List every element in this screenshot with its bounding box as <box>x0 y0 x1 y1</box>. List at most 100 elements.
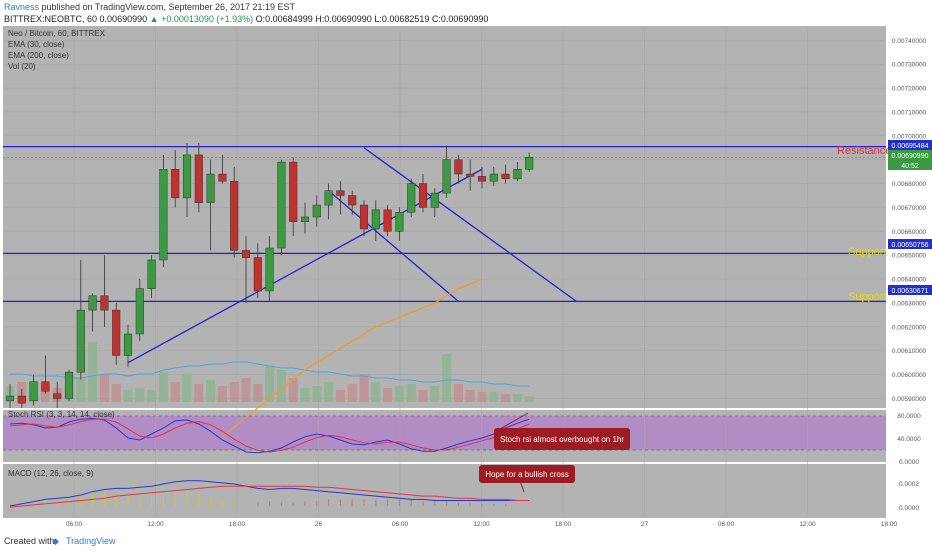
candle-body <box>277 161 286 249</box>
candle-body <box>289 161 298 223</box>
tradingview-link[interactable]: TradingView <box>66 536 116 546</box>
stoch-note: Stoch rsi almost overbought on 1hr <box>494 412 630 450</box>
candle-body <box>171 169 180 199</box>
candle-body <box>371 209 380 230</box>
macd-lines <box>9 480 530 508</box>
y-tick-label: 0.00600000 <box>892 372 927 379</box>
price-label-resistance: 0.00695484 <box>892 143 929 150</box>
volume-bar <box>501 394 511 402</box>
high-value: H:0.00690990 <box>315 14 372 24</box>
y-tick-label: 0.00670000 <box>892 205 927 212</box>
y-tick-label: 0.00710000 <box>892 109 927 116</box>
ema-lines <box>221 278 483 438</box>
y-tick-label: 0.00730000 <box>892 62 927 69</box>
candle-body <box>324 190 333 206</box>
candle-body <box>241 250 251 258</box>
candle-body <box>430 192 439 208</box>
volume-bar <box>123 390 133 402</box>
chart-stage[interactable]: 0.00740000 0.00730000 0.00720000 0.00710000… <box>0 26 932 537</box>
candle-body <box>159 169 168 261</box>
candle-body <box>418 183 428 208</box>
symbol-label: BITTREX:NEOBTC, 60 <box>4 14 98 24</box>
y-tick-label: 0.00650000 <box>892 253 927 260</box>
y-tick-label: 0.00700000 <box>892 133 927 140</box>
price-change: +0.00013090 (+1.93%) <box>161 14 254 24</box>
price-labels: 0.00695484 0.00690990 40:52 0.00650756 0… <box>888 140 932 295</box>
legend-title: Neo / Bitcoin, 60, BITTREX <box>8 29 106 38</box>
candle-body <box>88 295 97 311</box>
volume-bar <box>194 384 204 402</box>
y-tick-label: 0.00620000 <box>892 324 927 331</box>
candle-body <box>53 393 62 399</box>
volume-bar <box>442 354 452 402</box>
x-tick-label: 06:00 <box>66 521 83 528</box>
candles <box>5 142 534 408</box>
support-label-2: Support <box>848 291 887 303</box>
created-with-text: Created with <box>4 536 55 546</box>
low-value: L:0.00682519 <box>374 14 430 24</box>
candle-body <box>513 169 522 180</box>
candle-body <box>359 204 369 230</box>
volume-bar <box>394 386 404 402</box>
y-tick-label: 0.00610000 <box>892 348 927 355</box>
time-axis[interactable]: 06:00 12:00 18:00 26 06:00 12:00 18:00 27 06:00 1… <box>66 521 932 528</box>
close-value: C:0.00690990 <box>431 14 489 24</box>
legend-ema30: EMA (30, close) <box>8 40 65 49</box>
publish-line: Ravness published on TradingView.com, Se… <box>4 1 295 13</box>
x-tick-label: 27 <box>641 521 649 528</box>
candle-body <box>41 381 50 392</box>
price-label-support-2: 0.00630671 <box>892 288 929 295</box>
candle-body <box>300 216 310 223</box>
trendline <box>328 190 459 302</box>
volume-bar <box>430 386 440 402</box>
ohlc-line: BITTREX:NEOBTC, 60 0.00690990 ▲ +0.00013… <box>4 13 488 25</box>
candle-body <box>442 159 451 194</box>
candle-body <box>466 173 475 177</box>
volume-bar <box>465 390 475 402</box>
stoch-tick-label: 0.0000 <box>899 459 919 466</box>
volume-bar <box>347 384 357 402</box>
volume-bar <box>158 372 168 402</box>
volume-bar <box>324 382 334 402</box>
volume-bar <box>489 392 499 402</box>
candle-body <box>123 333 133 356</box>
y-tick-label: 0.00740000 <box>892 38 927 45</box>
candle-body <box>206 173 215 203</box>
volume-bar <box>312 386 322 402</box>
chart-svg[interactable]: 0.00740000 0.00730000 0.00720000 0.00710000… <box>0 26 932 532</box>
author-link[interactable]: Ravness <box>4 2 40 12</box>
price-axis[interactable]: 0.00740000 0.00730000 0.00720000 0.00710000… <box>892 38 927 512</box>
y-tick-label: 0.00640000 <box>892 277 927 284</box>
stoch-title: Stoch RSI (3, 3, 14, 14, close) <box>8 410 115 419</box>
candle-body <box>395 211 404 232</box>
candle-body <box>17 395 26 404</box>
legend-ema200: EMA (200, close) <box>8 51 69 60</box>
macd-line <box>9 480 530 507</box>
candle-body <box>489 173 498 182</box>
y-tick-label: 0.00720000 <box>892 86 927 93</box>
volume-bar <box>359 374 369 402</box>
volume-bar <box>241 378 251 402</box>
volume-bar <box>276 370 286 402</box>
countdown-label: 40:52 <box>901 163 919 170</box>
price-pane[interactable] <box>3 26 886 408</box>
candle-body <box>147 259 156 289</box>
volume-bar <box>300 388 310 402</box>
macd-note-text: Hope for a bullish cross <box>485 470 569 479</box>
candle-body <box>383 209 392 232</box>
candle-body <box>5 395 15 402</box>
open-value: O:0.00684999 <box>255 14 313 24</box>
x-tick-label: 26 <box>315 521 323 528</box>
y-tick-label: 0.00630000 <box>892 300 927 307</box>
candle-body <box>348 195 357 206</box>
volume-bar <box>335 390 345 402</box>
x-tick-label: 18:00 <box>229 521 246 528</box>
volume-bar <box>265 366 275 402</box>
chart-header: Ravness published on TradingView.com, Se… <box>0 0 932 26</box>
candle-body <box>100 295 109 311</box>
stoch-tick-label: 80.0000 <box>897 413 921 420</box>
volume-bar <box>288 378 298 402</box>
macd-pane[interactable] <box>3 464 886 518</box>
legend: Neo / Bitcoin, 60, BITTREX EMA (30, clos… <box>8 29 106 71</box>
y-tick-label: 0.00680000 <box>892 181 927 188</box>
